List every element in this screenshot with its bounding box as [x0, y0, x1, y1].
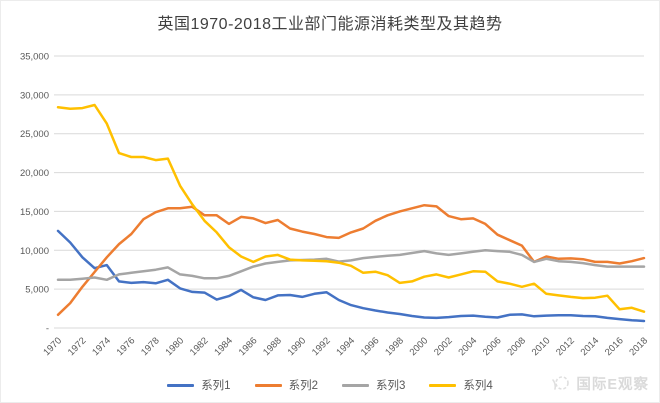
x-axis-tick-label: 1980: [163, 335, 186, 358]
series-line-2: [56, 203, 646, 317]
x-axis-tick-label: 1978: [139, 335, 162, 358]
x-axis-tick-label: 1994: [334, 335, 357, 358]
publisher-logo-icon: [552, 375, 570, 390]
y-axis-tick-label: 25,000: [20, 129, 49, 140]
x-axis-tick-label: 2010: [530, 335, 553, 358]
x-axis-tick-label: 2000: [408, 335, 431, 358]
x-axis-tick-label: 1976: [115, 335, 138, 358]
y-axis-tick-label: 15,000: [20, 207, 49, 218]
x-axis-tick-label: 2018: [627, 335, 650, 358]
watermark-text: 国际E观察: [576, 377, 649, 393]
x-axis-tick-label: 2004: [456, 335, 479, 358]
series-line-3: [56, 249, 646, 282]
x-axis-tick-label: 2014: [579, 335, 602, 358]
y-axis-tick-label: -: [46, 324, 49, 335]
x-axis-tick-label: 1982: [188, 335, 211, 358]
y-axis-tick-label: 10,000: [20, 246, 49, 257]
y-axis-tick-label: 5,000: [25, 285, 49, 296]
y-axis-tick-label: 30,000: [20, 90, 49, 101]
x-axis-tick-label: 1972: [66, 335, 89, 358]
x-axis-tick-label: 2012: [554, 335, 577, 358]
y-axis-tick-label: 20,000: [20, 168, 49, 179]
x-axis-tick-label: 1996: [359, 335, 382, 358]
x-axis-tick-label: 1986: [237, 335, 260, 358]
x-axis-tick-label: 2008: [505, 335, 528, 358]
publisher-watermark: 国际E观察: [551, 373, 649, 394]
series-line-4: [56, 103, 646, 313]
chart-title: 英国1970-2018工业部门能源消耗类型及其趋势: [157, 16, 503, 33]
x-axis-tick-label: 2016: [603, 335, 626, 358]
x-axis-tick-label: 1984: [212, 335, 235, 358]
x-axis-tick-label: 1992: [310, 335, 333, 358]
x-axis-tick-label: 2002: [432, 335, 455, 358]
y-axis-tick-label: 35,000: [20, 52, 49, 63]
x-axis-tick-label: 2006: [481, 335, 504, 358]
x-axis-tick-label: 1974: [90, 335, 113, 358]
x-axis-tick-label: 1990: [286, 335, 309, 358]
x-axis-tick-label: 1988: [261, 335, 284, 358]
x-axis-tick-label: 1970: [41, 335, 64, 358]
x-axis-tick-label: 1998: [383, 335, 406, 358]
series-line-1: [56, 229, 646, 323]
